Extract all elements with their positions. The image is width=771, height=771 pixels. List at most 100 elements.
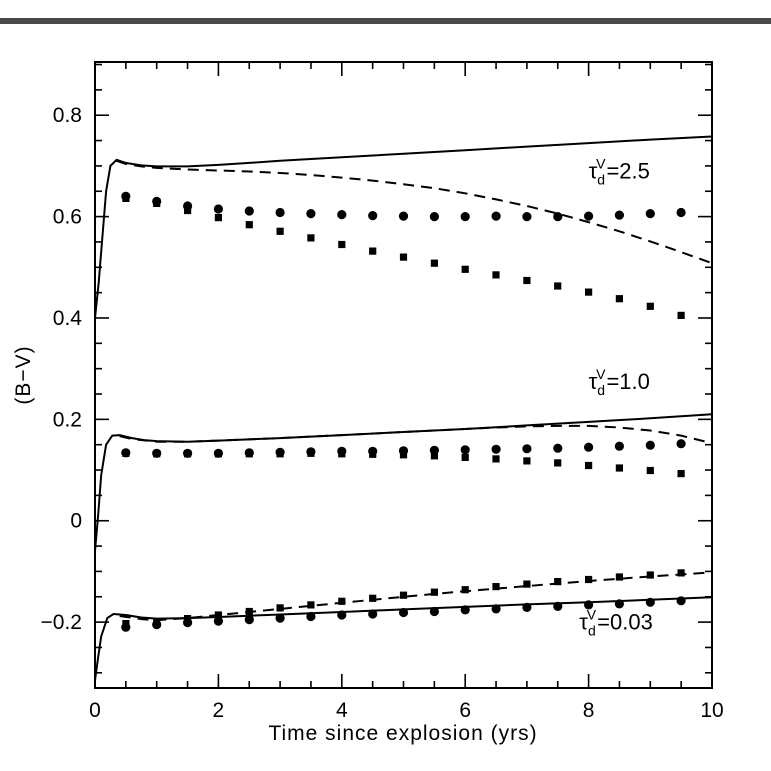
data-point-square (338, 597, 346, 605)
data-point-square (122, 620, 130, 628)
data-point-circle (460, 212, 470, 222)
data-point-square (615, 295, 623, 303)
data-point-circle (491, 444, 501, 454)
data-point-square (677, 569, 685, 577)
data-point-square (214, 214, 222, 222)
data-point-circle (337, 210, 347, 220)
x-tick-label: 2 (213, 699, 225, 722)
data-point-square (369, 450, 377, 458)
y-tick-label: 0 (70, 510, 82, 533)
data-point-square (461, 265, 469, 273)
series-tau1.0-model-dashed (119, 424, 713, 445)
data-point-square (184, 615, 192, 623)
x-tick-label: 0 (89, 699, 101, 722)
data-point-circle (213, 204, 223, 214)
data-point-circle (429, 212, 439, 222)
y-axis-label: (B−V) (12, 345, 35, 404)
data-point-circle (553, 601, 563, 612)
data-point-circle (584, 211, 594, 221)
data-point-circle (491, 211, 501, 221)
data-point-circle (460, 605, 470, 615)
data-point-square (430, 588, 438, 596)
data-point-square (153, 199, 161, 207)
data-point-square (399, 451, 408, 459)
data-point-circle (275, 207, 285, 218)
data-point-circle (398, 607, 409, 618)
data-point-square (153, 618, 161, 626)
data-point-square (554, 282, 562, 290)
y-tick-label: 0.2 (53, 408, 82, 431)
data-point-circle (645, 440, 655, 450)
data-point-square (399, 591, 408, 599)
series-tau2.5-model-solid (94, 135, 713, 319)
data-point-square (122, 449, 130, 457)
series-tau2.5-model-dashed (116, 159, 713, 265)
data-point-square (276, 450, 284, 458)
data-point-circle (614, 210, 625, 220)
data-point-circle (275, 613, 285, 623)
y-tick-label: −0.2 (41, 611, 82, 634)
data-point-square (184, 206, 192, 215)
data-point-circle (460, 445, 470, 455)
data-point-square (399, 253, 408, 261)
data-point-square (677, 470, 685, 478)
data-point-square (338, 240, 346, 249)
x-tick-label: 10 (700, 699, 723, 722)
data-point-circle (213, 616, 223, 626)
data-point-square (430, 259, 438, 267)
data-point-circle (645, 209, 655, 219)
data-point-square (615, 573, 623, 581)
data-point-square (461, 586, 469, 594)
data-point-circle (553, 443, 563, 453)
data-point-square (677, 311, 685, 319)
x-axis-label: Time since explosion (yrs) (268, 722, 537, 745)
scan-artifact-bar (0, 18, 771, 24)
data-point-square (492, 455, 500, 463)
data-point-circle (306, 209, 316, 219)
x-tick-label: 4 (336, 699, 348, 722)
y-tick-label: 0.8 (53, 104, 82, 127)
data-point-square (523, 580, 531, 588)
data-point-square (430, 452, 438, 460)
data-point-square (245, 450, 253, 458)
data-point-circle (645, 597, 655, 607)
data-point-circle (491, 604, 501, 614)
data-point-square (338, 450, 346, 458)
data-point-square (214, 611, 222, 619)
y-tick-label: 0.4 (53, 307, 83, 330)
data-point-circle (553, 212, 563, 222)
data-point-square (214, 450, 222, 458)
data-point-circle (244, 615, 254, 625)
data-point-circle (429, 606, 439, 617)
data-point-circle (306, 611, 316, 622)
data-point-circle (522, 444, 532, 454)
tau-annotation: τdV=0.03 (579, 607, 653, 639)
data-point-square (492, 271, 500, 279)
data-point-square (646, 302, 654, 310)
data-point-square (554, 578, 562, 586)
series-tau0.03-model-solid (94, 596, 713, 681)
y-tick-label: 0.6 (53, 206, 82, 229)
data-point-square (523, 276, 531, 285)
data-point-square (585, 288, 593, 296)
data-point-square (369, 247, 377, 255)
data-point-circle (398, 211, 409, 221)
data-point-square (615, 464, 623, 472)
data-point-circle (676, 596, 686, 606)
data-point-circle (368, 609, 378, 619)
data-point-square (646, 571, 654, 579)
data-point-square (245, 607, 253, 616)
data-point-square (307, 601, 315, 609)
data-point-square (276, 227, 284, 235)
data-point-square (276, 604, 284, 612)
data-point-circle (614, 441, 625, 451)
data-point-square (369, 594, 377, 602)
data-point-circle (244, 206, 254, 216)
data-point-circle (676, 439, 686, 449)
data-point-circle (337, 610, 347, 620)
series-tau0.03-model-dashed (119, 571, 713, 622)
series-tau1.0-model-solid (94, 413, 713, 552)
data-point-square (585, 575, 593, 584)
data-point-circle (522, 602, 532, 613)
